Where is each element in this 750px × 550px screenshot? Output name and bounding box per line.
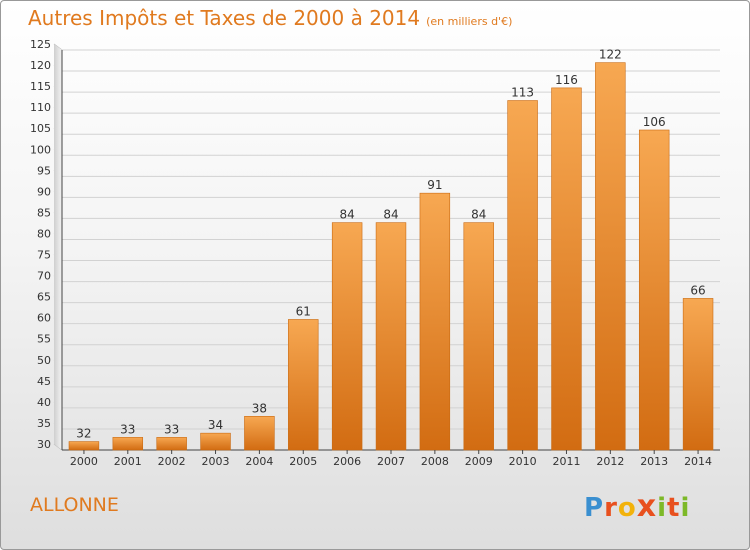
data-label: 32 [76, 427, 91, 441]
x-tick-label: 2010 [509, 455, 537, 468]
x-tick-labels: 2000 2001 2002 2003 2004 2005 2006 2007 2008 2009… [70, 450, 712, 468]
bar [68, 441, 100, 451]
y-tick-label: 120 [30, 59, 51, 72]
bar [331, 222, 363, 451]
data-label: 91 [427, 178, 442, 192]
x-tick-label: 2003 [202, 455, 230, 468]
y-tick-label: 75 [37, 249, 51, 262]
bar [112, 437, 144, 451]
y-tick-label: 110 [30, 101, 51, 114]
y-tick-label: 35 [37, 417, 51, 430]
data-label: 38 [252, 401, 267, 415]
data-label: 84 [471, 208, 486, 222]
data-label: 61 [296, 304, 311, 318]
y-tick-label: 100 [30, 143, 51, 156]
y-tick-label: 60 [37, 312, 51, 325]
logo-letter: P [584, 493, 605, 523]
y-tick-label: 45 [37, 375, 51, 388]
data-label: 84 [383, 208, 398, 222]
y-tick-label: 65 [37, 291, 51, 304]
data-label: 122 [599, 48, 622, 62]
logo-letter: r [604, 493, 618, 523]
chart-title-text: Autres Impôts et Taxes de 2000 à 2014 [28, 6, 421, 30]
x-tick-label: 2000 [70, 455, 98, 468]
y-tick-label: 30 [37, 438, 51, 451]
data-label: 33 [120, 422, 135, 436]
logo-letter: i [680, 493, 691, 523]
y-tick-label: 95 [37, 164, 51, 177]
bar [638, 129, 670, 451]
logo-letter: x [636, 489, 658, 524]
bar [682, 298, 714, 451]
data-labels: 32 33 33 34 38 61 84 84 91 84 113 116 122 106 66 [76, 48, 705, 441]
chart-title: Autres Impôts et Taxes de 2000 à 2014 (en… [28, 6, 512, 30]
y-tick-label: 50 [37, 354, 51, 367]
y-tick-label: 115 [30, 80, 51, 93]
y-tick-label: 125 [30, 38, 51, 51]
commune-name: ALLONNE [30, 494, 119, 516]
data-label: 116 [555, 73, 578, 87]
logo-letter: i [657, 493, 668, 523]
bar [419, 192, 451, 451]
y-tick-label: 80 [37, 227, 51, 240]
data-label: 113 [511, 86, 534, 100]
data-label: 106 [643, 115, 666, 129]
data-label: 84 [339, 208, 354, 222]
data-label: 33 [164, 422, 179, 436]
proxiti-logo: Proxiti [584, 489, 690, 524]
bar [156, 437, 187, 451]
y-tick-label: 70 [37, 270, 51, 283]
y-tick-label: 55 [37, 333, 51, 346]
x-tick-label: 2013 [640, 455, 668, 468]
x-tick-label: 2012 [596, 455, 624, 468]
x-tick-label: 2004 [245, 455, 273, 468]
logo-letter: t [667, 493, 681, 523]
x-tick-label: 2014 [684, 455, 712, 468]
logo-letter: o [617, 493, 637, 523]
bar [463, 222, 494, 451]
bar [551, 87, 582, 451]
bar [507, 100, 538, 451]
x-tick-label: 2005 [289, 455, 317, 468]
x-tick-label: 2011 [552, 455, 580, 468]
bar [200, 432, 231, 451]
y-tick-label: 40 [37, 396, 51, 409]
y-tick-label: 85 [37, 206, 51, 219]
x-tick-label: 2001 [114, 455, 142, 468]
bar [244, 416, 275, 451]
x-tick-label: 2008 [421, 455, 449, 468]
data-label: 66 [690, 283, 705, 297]
data-label: 34 [208, 418, 223, 432]
bar [288, 319, 319, 451]
x-tick-label: 2002 [158, 455, 186, 468]
x-tick-label: 2009 [465, 455, 493, 468]
chart-side-wall [54, 44, 62, 450]
bar [375, 222, 407, 451]
x-tick-label: 2006 [333, 455, 361, 468]
chart-subtitle: (en milliers d'€) [426, 15, 513, 28]
y-tick-labels: 30 35 40 45 50 55 60 65 70 75 80 85 90 95 100 105 110 115… [30, 38, 51, 451]
bars [68, 62, 714, 451]
y-tick-label: 105 [30, 122, 51, 135]
x-tick-label: 2007 [377, 455, 405, 468]
bar [595, 62, 626, 451]
y-tick-label: 90 [37, 185, 51, 198]
